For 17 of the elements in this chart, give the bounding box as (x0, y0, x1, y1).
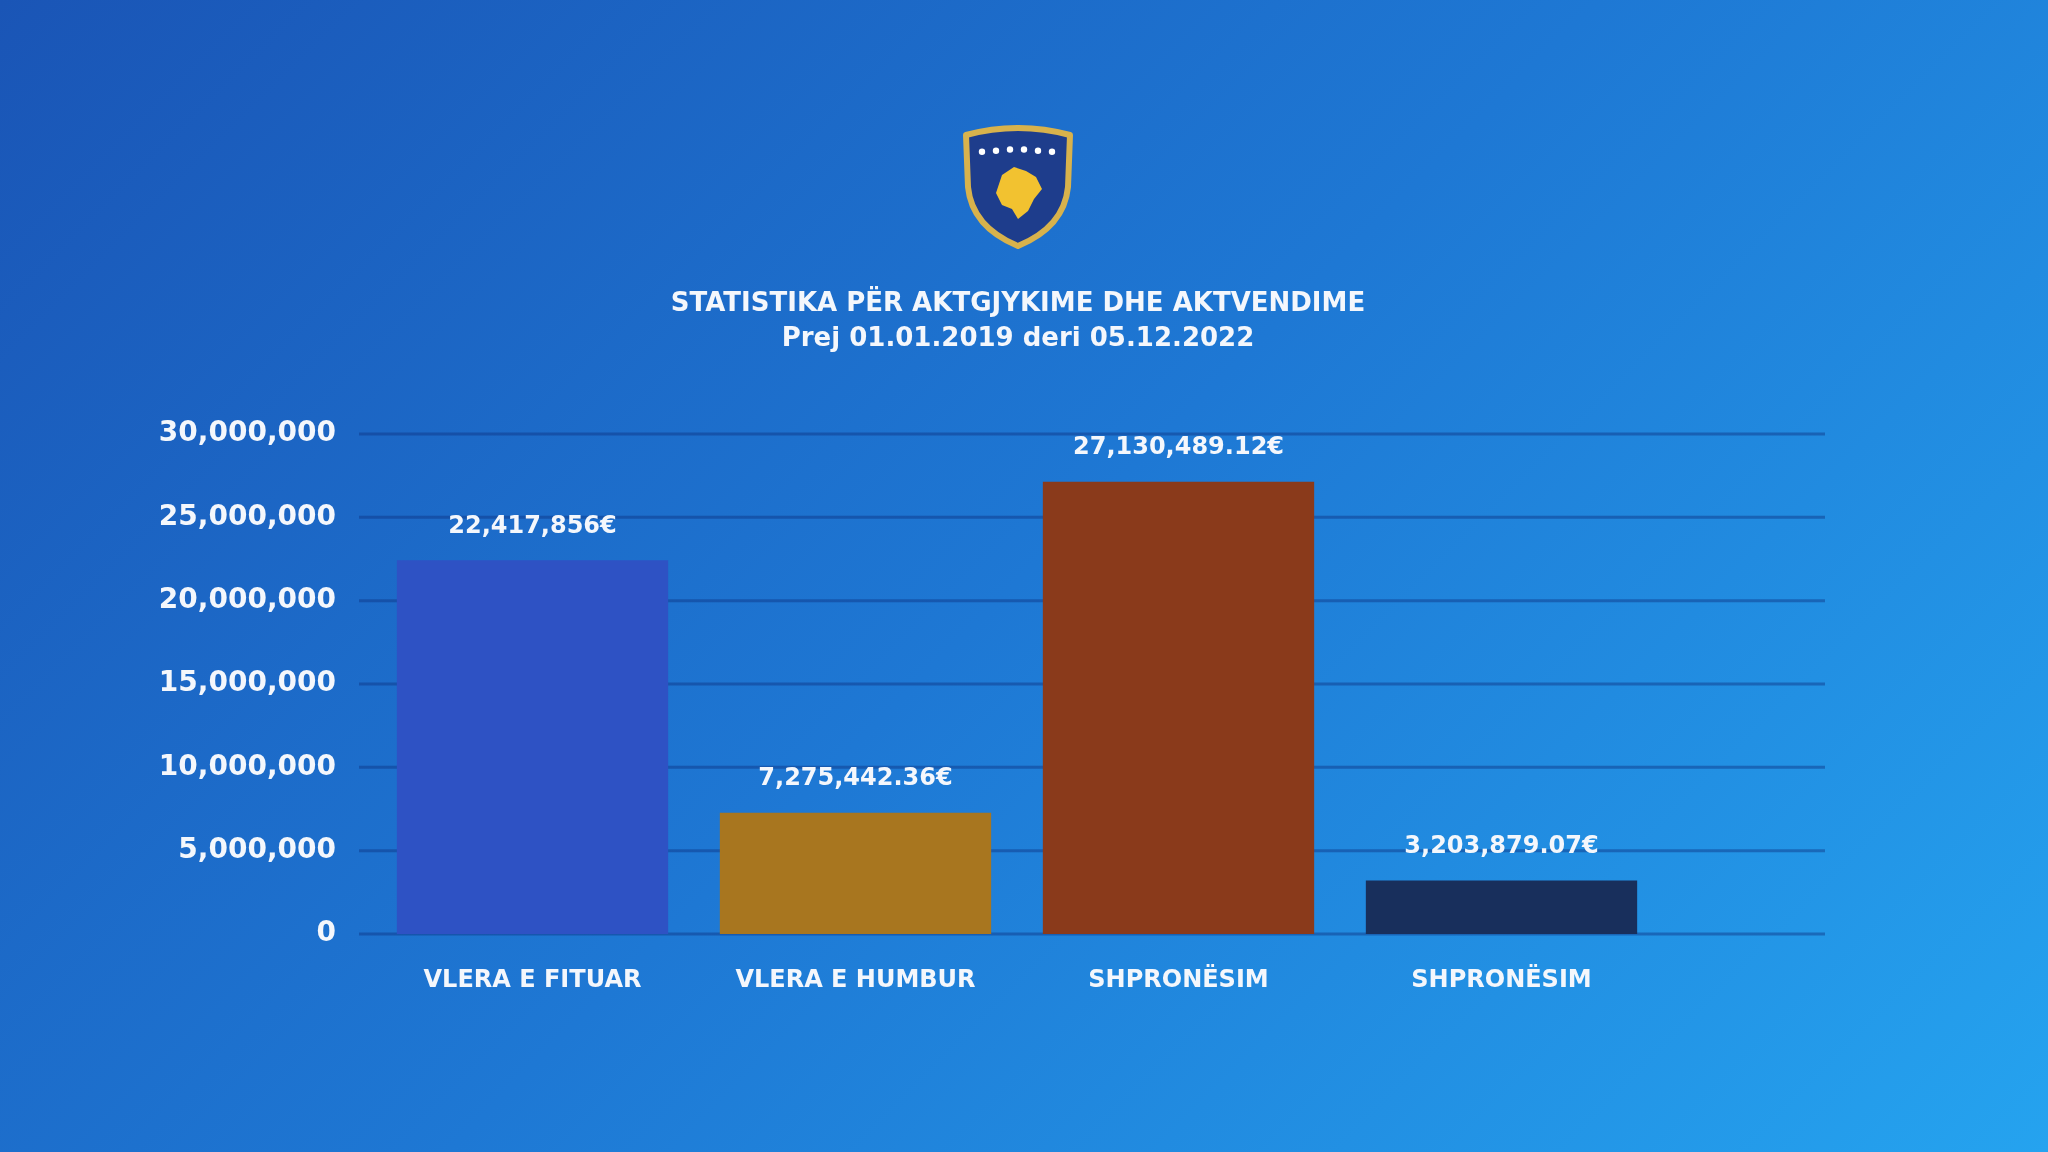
chart-title: STATISTIKA PËR AKTGJYKIME DHE AKTVENDIME (670, 286, 1366, 318)
y-tick-label: 5,000,000 (178, 831, 336, 865)
y-tick-label: 25,000,000 (158, 498, 336, 532)
chart-subtitle: Prej 01.01.2019 deri 05.12.2022 (781, 321, 1255, 353)
x-tick-label: SHPRONËSIM (1411, 963, 1592, 993)
data-label: 27,130,489.12€ (1072, 432, 1285, 461)
x-tick-label: VLERA E FITUAR (423, 964, 642, 993)
x-tick-label: VLERA E HUMBUR (735, 964, 976, 993)
y-tick-label: 10,000,000 (158, 748, 336, 782)
x-tick-label: SHPRONËSIM (1088, 963, 1269, 993)
data-label: 7,275,442.36€ (758, 762, 953, 791)
data-label: 3,203,879.07€ (1404, 830, 1599, 859)
data-label: 22,417,856€ (448, 510, 617, 539)
y-tick-label: 30,000,000 (158, 415, 336, 449)
y-tick-label: 0 (316, 915, 336, 949)
y-tick-label: 20,000,000 (158, 581, 336, 615)
y-tick-label: 15,000,000 (158, 665, 336, 699)
